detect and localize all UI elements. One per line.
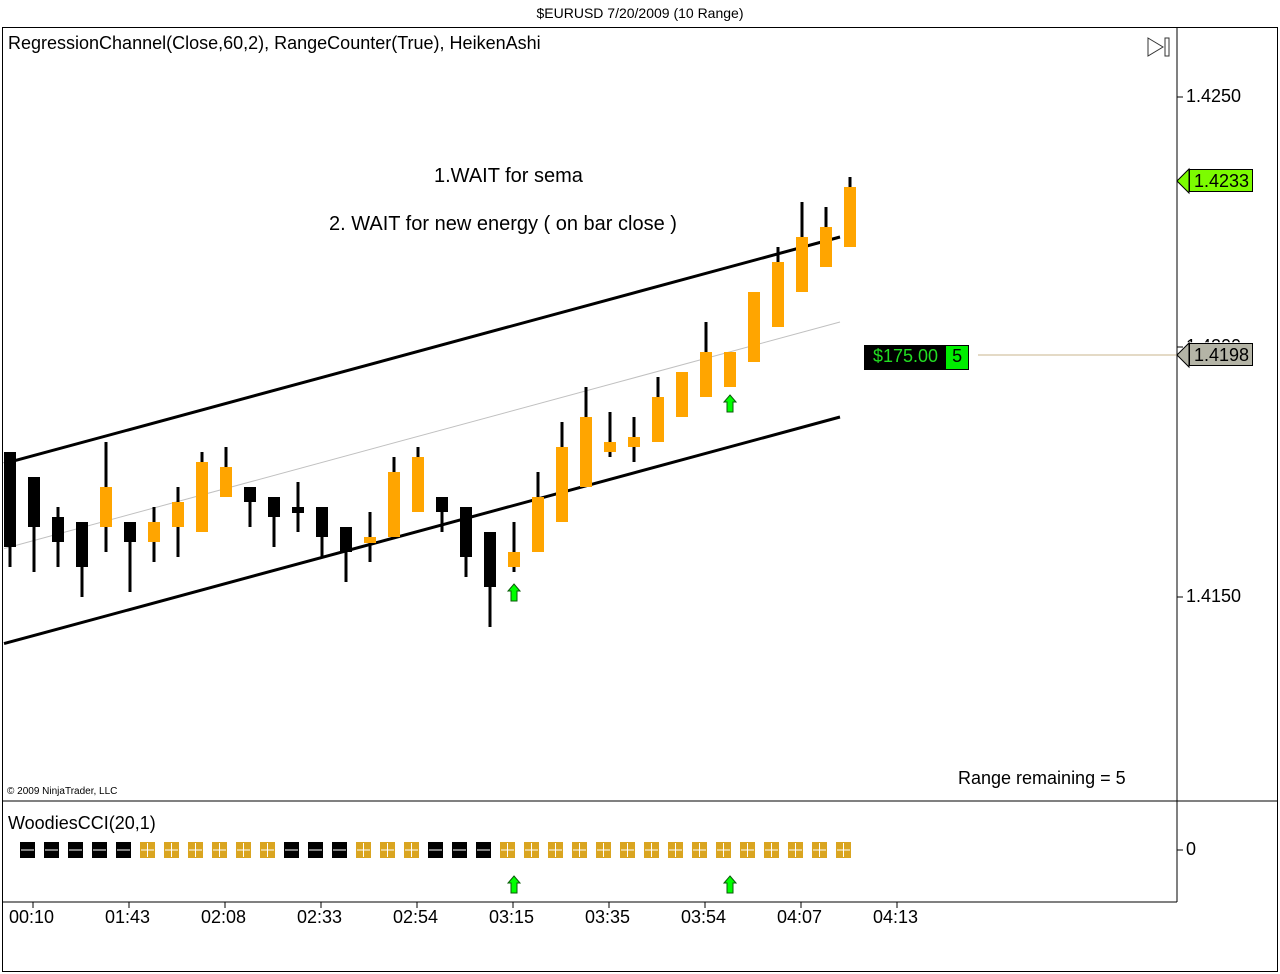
copyright-notice: © 2009 NinjaTrader, LLC bbox=[7, 786, 118, 797]
price-indicator-label: RegressionChannel(Close,60,2), RangeCoun… bbox=[8, 33, 541, 53]
x-tick-label: 03:35 bbox=[585, 907, 631, 927]
range-remaining-text: Range remaining = 5 bbox=[958, 768, 1126, 788]
x-tick-label: 00:10 bbox=[9, 907, 55, 927]
signal-arrows bbox=[506, 394, 738, 894]
x-tick-label: 02:54 bbox=[393, 907, 439, 927]
window-title: $EURUSD 7/20/2009 (10 Range) bbox=[536, 5, 744, 21]
position-pl-amount: $175.00 bbox=[865, 346, 947, 369]
last-price-tag: 1.4233 bbox=[1189, 169, 1254, 192]
cci-bricks bbox=[20, 842, 851, 858]
position-quantity: 5 bbox=[946, 346, 969, 369]
x-tick-label: 04:13 bbox=[873, 907, 919, 927]
chart-frame bbox=[2, 27, 1278, 972]
x-tick-label: 02:08 bbox=[201, 907, 247, 927]
heiken-ashi-candles bbox=[4, 177, 856, 627]
x-tick-label: 03:15 bbox=[489, 907, 535, 927]
cci-y-tick-0: 0 bbox=[1186, 839, 1197, 859]
annotation-wait-sema: 1.WAIT for sema bbox=[434, 165, 583, 187]
scroll-to-end-icon[interactable] bbox=[1146, 36, 1172, 58]
x-tick-label: 04:07 bbox=[777, 907, 823, 927]
y-tick-1-4250: 1.4250 bbox=[1186, 86, 1242, 106]
y-tick-1-4150: 1.4150 bbox=[1186, 586, 1242, 606]
cci-indicator-label: WoodiesCCI(20,1) bbox=[8, 813, 156, 833]
annotation-wait-energy: 2. WAIT for new energy ( on bar close ) bbox=[329, 213, 677, 235]
last-price-pointer bbox=[1176, 167, 1190, 195]
x-tick-label: 01:43 bbox=[105, 907, 151, 927]
y-tick-1-4200: 1.4200 bbox=[1186, 336, 1241, 342]
x-tick-label: 03:54 bbox=[681, 907, 727, 927]
x-tick-label: 02:33 bbox=[297, 907, 343, 927]
position-price-tag: 1.4198 bbox=[1189, 343, 1254, 366]
axis-ticks bbox=[32, 96, 1183, 908]
position-pl-box[interactable]: $175.00 5 bbox=[864, 345, 970, 370]
